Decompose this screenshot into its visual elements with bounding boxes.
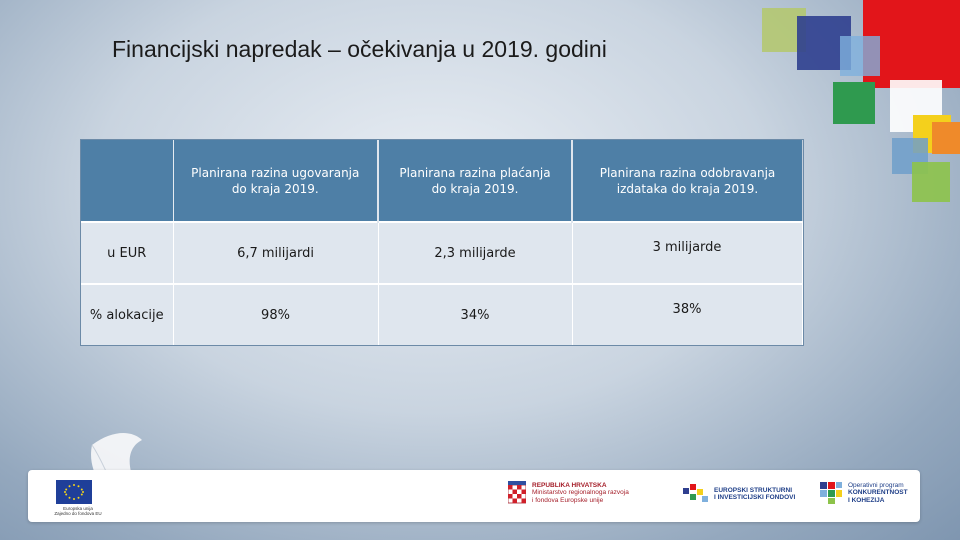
croatian-coat-of-arms-icon bbox=[508, 481, 526, 504]
table-cell: 6,7 milijardi bbox=[173, 221, 379, 284]
table-cell-text: 3 milijarde bbox=[652, 239, 722, 255]
esif-squares-icon bbox=[683, 484, 708, 502]
eu-flag-icon bbox=[56, 480, 92, 504]
esif-line: EUROPSKI STRUKTURNI bbox=[714, 486, 793, 494]
eu-caption-line: Zajedno do fondova EU bbox=[54, 511, 102, 516]
ministry-logo: REPUBLIKA HRVATSKA Ministarstvo regional… bbox=[508, 481, 629, 505]
table-cell: 2,3 milijarde bbox=[378, 221, 573, 284]
op-line: KONKURENTNOST bbox=[848, 489, 908, 497]
ministry-line: REPUBLIKA HRVATSKA bbox=[532, 481, 607, 489]
esif-line: I INVESTICIJSKI FONDOVI bbox=[714, 494, 796, 501]
ministry-line: i fondova Europske unije bbox=[532, 496, 604, 504]
column-header: Planirana razina odobravanja izdataka do… bbox=[572, 140, 802, 222]
esif-logo: EUROPSKI STRUKTURNI I INVESTICIJSKI FOND… bbox=[683, 484, 795, 504]
table-cell: 38% bbox=[572, 283, 803, 345]
table-corner-cell bbox=[81, 140, 174, 222]
op-squares-icon bbox=[820, 482, 842, 504]
esif-text: EUROPSKI STRUKTURNI I INVESTICIJSKI FOND… bbox=[714, 487, 795, 502]
table-header-row: Planirana razina ugovaranja do kraja 201… bbox=[81, 140, 802, 222]
column-header: Planirana razina ugovaranja do kraja 201… bbox=[173, 140, 379, 222]
footer-logo-bar: Europska unija Zajedno do fondova EU REP… bbox=[28, 470, 920, 522]
table-cell: 3 milijarde bbox=[572, 221, 803, 284]
row-label: u EUR bbox=[81, 221, 174, 284]
deco-square-orange bbox=[932, 122, 960, 154]
table-cell-text: 38% bbox=[672, 301, 702, 317]
table-row: u EUR 6,7 milijardi 2,3 milijarde 3 mili… bbox=[81, 221, 803, 284]
op-line: Operativni program bbox=[848, 481, 904, 489]
table-row: % alokacije 98% 34% 38% bbox=[81, 283, 803, 345]
eu-caption: Europska unija Zajedno do fondova EU bbox=[48, 506, 108, 516]
slide-title: Financijski napredak – očekivanja u 2019… bbox=[112, 36, 607, 62]
row-label: % alokacije bbox=[81, 283, 174, 345]
deco-square-lightblue bbox=[840, 36, 880, 76]
op-logo: Operativni program KONKURENTNOST I KOHEZ… bbox=[818, 480, 908, 506]
ministry-line: Ministarstvo regionalnoga razvoja bbox=[532, 489, 629, 497]
column-header: Planirana razina plaćanja do kraja 2019. bbox=[378, 140, 573, 222]
financial-table: Planirana razina ugovaranja do kraja 201… bbox=[80, 139, 804, 346]
deco-square-lightgreen bbox=[912, 162, 950, 202]
ministry-text: REPUBLIKA HRVATSKA Ministarstvo regional… bbox=[532, 482, 629, 505]
deco-square-green bbox=[833, 82, 875, 124]
eu-caption-line: Europska unija bbox=[63, 506, 93, 511]
table-cell: 34% bbox=[378, 283, 573, 345]
table-cell: 98% bbox=[173, 283, 379, 345]
op-text: Operativni program KONKURENTNOST I KOHEZ… bbox=[848, 482, 908, 505]
op-line: I KOHEZIJA bbox=[848, 496, 885, 504]
